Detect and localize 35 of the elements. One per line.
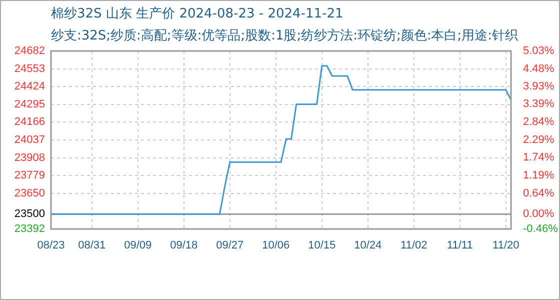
y2-tick-label: 3.39%: [523, 98, 554, 110]
x-tick-label: 11/02: [400, 240, 428, 252]
x-tick-label: 09/27: [216, 240, 244, 252]
x-tick-label: 08/23: [37, 240, 65, 252]
y-tick-label: 24553: [14, 62, 45, 75]
x-tick-label: 09/18: [170, 240, 198, 252]
x-tick-label: 10/06: [262, 240, 290, 252]
y2-tick-label: -0.46%: [523, 223, 558, 236]
chart-subtitle: 纱支:32S;纱质:高配;等级:优等品;股数:1股;纺纱方法:环锭纺;颜色:本白;用途:针织: [51, 27, 518, 44]
y-tick-label: 23779: [14, 170, 45, 182]
y2-tick-label: 2.84%: [523, 116, 554, 128]
y2-tick-label: 4.48%: [523, 62, 554, 75]
y2-tick-label: 0.64%: [523, 187, 554, 200]
y2-tick-label: 2.29%: [523, 134, 554, 146]
y2-tick-label: 1.19%: [523, 170, 554, 182]
y2-tick-label: 3.93%: [523, 80, 554, 93]
y-tick-label: 23392: [14, 223, 45, 236]
y-tick-label: 23650: [14, 187, 45, 200]
y-tick-label: 24037: [14, 134, 45, 146]
y2-tick-label: 5.03%: [523, 45, 554, 58]
y-tick-label: 24424: [14, 80, 45, 93]
y-tick-label: 24295: [14, 98, 45, 110]
y-tick-label: 24682: [14, 45, 45, 58]
x-tick-label: 08/31: [78, 240, 106, 252]
chart-title: 棉纱32S 山东 生产价 2024-08-23 - 2024-11-21: [51, 6, 344, 22]
y-tick-label: 24166: [14, 116, 45, 128]
y-tick-label: 23500: [14, 208, 45, 220]
y-tick-label: 23908: [14, 152, 45, 164]
x-tick-label: 10/24: [354, 240, 382, 252]
x-tick-label: 10/15: [308, 240, 336, 252]
y2-tick-label: 0.00%: [523, 208, 554, 220]
y2-tick-label: 1.74%: [523, 152, 554, 164]
x-tick-label: 09/09: [124, 240, 152, 252]
x-tick-label: 11/20: [492, 240, 520, 252]
x-tick-label: 11/11: [446, 240, 473, 252]
